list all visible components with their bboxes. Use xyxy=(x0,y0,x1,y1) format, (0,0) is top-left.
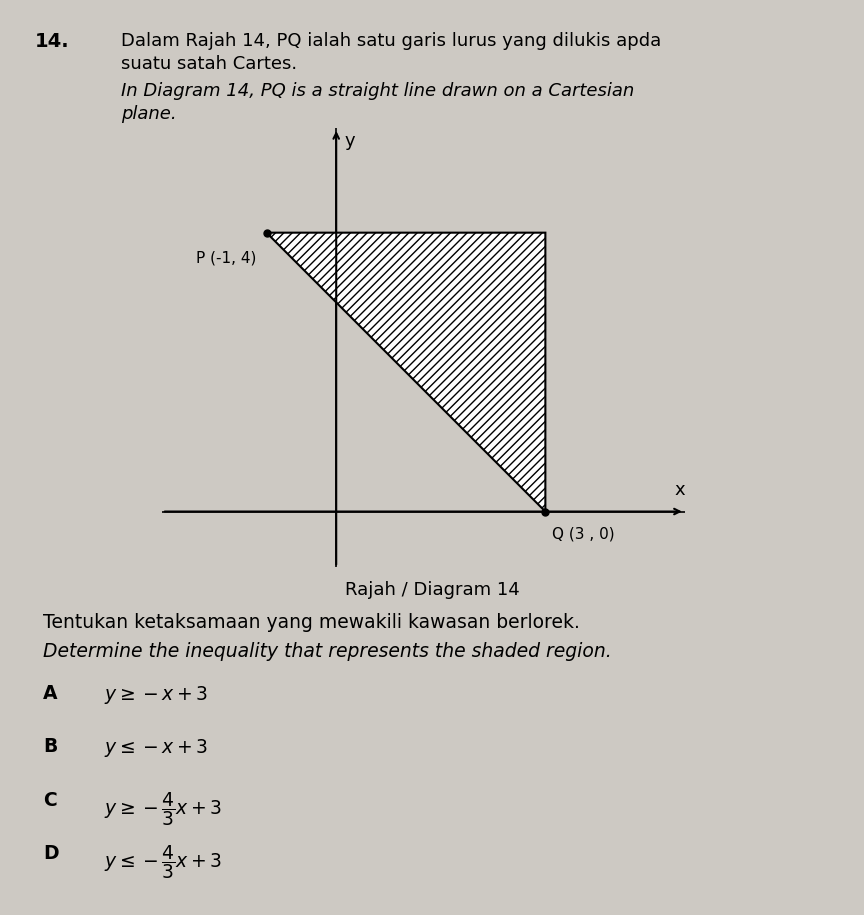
Text: Q (3 , 0): Q (3 , 0) xyxy=(552,527,615,542)
Text: $y\geq -\dfrac{4}{3}x + 3$: $y\geq -\dfrac{4}{3}x + 3$ xyxy=(104,791,222,828)
Text: y: y xyxy=(345,132,355,149)
Text: plane.: plane. xyxy=(121,105,176,124)
Text: C: C xyxy=(43,791,57,810)
Text: In Diagram 14, PQ is a straight line drawn on a Cartesian: In Diagram 14, PQ is a straight line dra… xyxy=(121,82,634,101)
Text: $y\leq -\dfrac{4}{3}x + 3$: $y\leq -\dfrac{4}{3}x + 3$ xyxy=(104,844,222,881)
Text: 14.: 14. xyxy=(35,32,69,51)
Text: x: x xyxy=(674,481,685,499)
Text: $y\geq -x + 3$: $y\geq -x + 3$ xyxy=(104,684,207,706)
Text: D: D xyxy=(43,844,59,863)
Text: P (-1, 4): P (-1, 4) xyxy=(195,250,256,265)
Text: A: A xyxy=(43,684,58,704)
Text: Determine the inequality that represents the shaded region.: Determine the inequality that represents… xyxy=(43,642,612,662)
Text: suatu satah Cartes.: suatu satah Cartes. xyxy=(121,55,297,73)
Text: Rajah / Diagram 14: Rajah / Diagram 14 xyxy=(345,581,519,599)
Text: $y\leq -x + 3$: $y\leq -x + 3$ xyxy=(104,737,207,759)
Text: B: B xyxy=(43,737,58,757)
Text: Dalam Rajah 14, PQ ialah satu garis lurus yang dilukis apda: Dalam Rajah 14, PQ ialah satu garis luru… xyxy=(121,32,661,50)
Text: Tentukan ketaksamaan yang mewakili kawasan berlorek.: Tentukan ketaksamaan yang mewakili kawas… xyxy=(43,613,580,632)
Polygon shape xyxy=(266,232,545,511)
